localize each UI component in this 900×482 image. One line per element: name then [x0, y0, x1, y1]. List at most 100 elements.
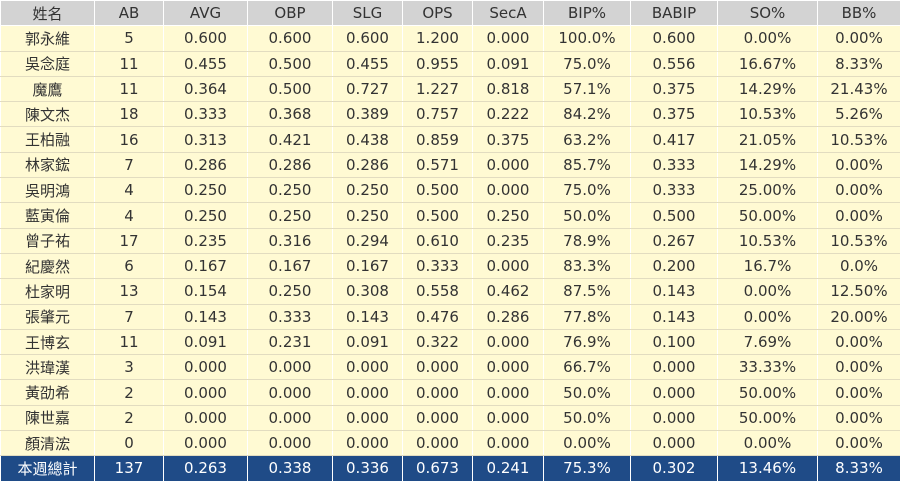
- stat-cell: 0.143: [631, 304, 718, 329]
- player-name: 黃劭希: [1, 380, 95, 405]
- column-header: BB%: [818, 1, 900, 26]
- stat-cell: 3: [95, 355, 164, 380]
- stat-cell: 0.600: [333, 26, 403, 51]
- stat-cell: 0.091: [333, 329, 403, 354]
- stat-cell: 17: [95, 228, 164, 253]
- stat-cell: 85.7%: [544, 152, 631, 177]
- player-name: 魔鷹: [1, 76, 95, 101]
- stat-cell: 0.500: [403, 203, 473, 228]
- stat-cell: 0.200: [631, 253, 718, 278]
- stat-cell: 0.818: [473, 76, 544, 101]
- stat-cell: 0.000: [164, 380, 248, 405]
- stat-cell: 7: [95, 152, 164, 177]
- stat-cell: 0.476: [403, 304, 473, 329]
- stat-cell: 0.000: [164, 355, 248, 380]
- stat-cell: 10.53%: [718, 228, 818, 253]
- stat-cell: 0.000: [164, 431, 248, 456]
- stat-cell: 0.000: [473, 152, 544, 177]
- stat-cell: 0.313: [164, 127, 248, 152]
- stat-cell: 0.00%: [818, 178, 900, 203]
- stat-cell: 0.333: [631, 152, 718, 177]
- stat-cell: 0.091: [473, 51, 544, 76]
- stat-cell: 0.286: [164, 152, 248, 177]
- stat-cell: 0.143: [164, 304, 248, 329]
- stat-cell: 0.859: [403, 127, 473, 152]
- player-name: 陳世嘉: [1, 405, 95, 430]
- stat-cell: 33.33%: [718, 355, 818, 380]
- total-cell: 0.673: [403, 456, 473, 481]
- stat-cell: 100.0%: [544, 26, 631, 51]
- stat-cell: 0.0%: [818, 253, 900, 278]
- stat-cell: 1.200: [403, 26, 473, 51]
- stat-cell: 83.3%: [544, 253, 631, 278]
- column-header: OPS: [403, 1, 473, 26]
- stat-cell: 0.364: [164, 76, 248, 101]
- stat-cell: 0.421: [248, 127, 333, 152]
- stat-cell: 0.000: [631, 355, 718, 380]
- stat-cell: 0.000: [403, 431, 473, 456]
- stat-cell: 0.294: [333, 228, 403, 253]
- player-name: 洪瑋漢: [1, 355, 95, 380]
- player-name: 林家鋐: [1, 152, 95, 177]
- stat-cell: 0.955: [403, 51, 473, 76]
- stat-cell: 0.000: [333, 380, 403, 405]
- stat-cell: 0.222: [473, 102, 544, 127]
- stat-cell: 6: [95, 253, 164, 278]
- stat-cell: 0.757: [403, 102, 473, 127]
- total-cell: 8.33%: [818, 456, 900, 481]
- stat-cell: 0.267: [631, 228, 718, 253]
- column-header: SLG: [333, 1, 403, 26]
- stat-cell: 0.250: [164, 203, 248, 228]
- stat-cell: 0.250: [248, 279, 333, 304]
- stat-cell: 2: [95, 405, 164, 430]
- stat-cell: 76.9%: [544, 329, 631, 354]
- stat-cell: 0.250: [248, 203, 333, 228]
- stat-cell: 12.50%: [818, 279, 900, 304]
- column-header: 姓名: [1, 1, 95, 26]
- stat-cell: 0.000: [473, 405, 544, 430]
- stat-cell: 0.600: [631, 26, 718, 51]
- stat-cell: 0.417: [631, 127, 718, 152]
- stat-cell: 16.7%: [718, 253, 818, 278]
- stat-cell: 0.556: [631, 51, 718, 76]
- player-name: 藍寅倫: [1, 203, 95, 228]
- stat-cell: 0.250: [333, 203, 403, 228]
- player-name: 顏清浤: [1, 431, 95, 456]
- stat-cell: 50.0%: [544, 405, 631, 430]
- stat-cell: 10.53%: [818, 228, 900, 253]
- stat-cell: 0.00%: [818, 355, 900, 380]
- stat-cell: 0.375: [473, 127, 544, 152]
- stat-cell: 4: [95, 203, 164, 228]
- stat-cell: 0.500: [631, 203, 718, 228]
- player-name: 吳念庭: [1, 51, 95, 76]
- player-name: 張肇元: [1, 304, 95, 329]
- stat-cell: 18: [95, 102, 164, 127]
- stat-cell: 50.0%: [544, 380, 631, 405]
- stat-cell: 0.000: [403, 380, 473, 405]
- stat-cell: 0.000: [631, 380, 718, 405]
- stat-cell: 0.00%: [818, 431, 900, 456]
- stat-cell: 50.00%: [718, 380, 818, 405]
- stat-cell: 84.2%: [544, 102, 631, 127]
- stat-cell: 16.67%: [718, 51, 818, 76]
- stat-cell: 0.154: [164, 279, 248, 304]
- stat-cell: 13: [95, 279, 164, 304]
- stat-cell: 0.250: [333, 178, 403, 203]
- stat-cell: 0.286: [473, 304, 544, 329]
- stat-cell: 14.29%: [718, 152, 818, 177]
- stat-cell: 0.231: [248, 329, 333, 354]
- player-name: 吳明鴻: [1, 178, 95, 203]
- player-name: 王博玄: [1, 329, 95, 354]
- stat-cell: 0.00%: [818, 26, 900, 51]
- stat-cell: 0.00%: [818, 405, 900, 430]
- stat-cell: 0.091: [164, 329, 248, 354]
